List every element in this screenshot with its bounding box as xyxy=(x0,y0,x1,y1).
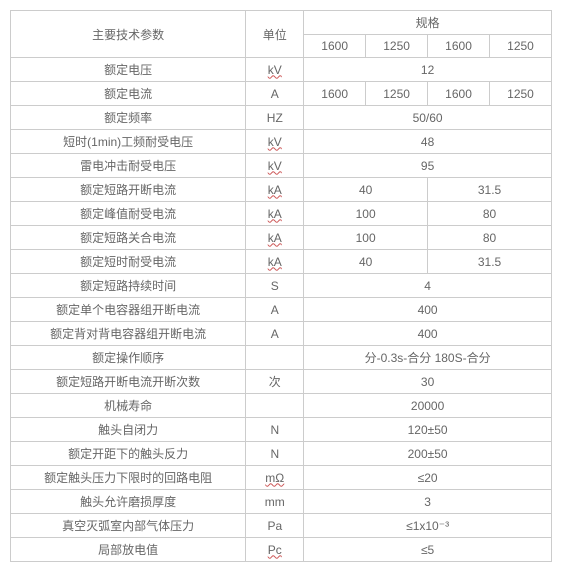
table-row: 额定电流A1600125016001250 xyxy=(11,82,552,106)
value-cell: 48 xyxy=(304,130,552,154)
value-cell: 80 xyxy=(428,226,552,250)
value-cell: 100 xyxy=(304,202,428,226)
param-label: 额定电压 xyxy=(11,58,246,82)
value-cell: ≤20 xyxy=(304,466,552,490)
unit-cell: kA xyxy=(246,250,304,274)
table-row: 额定短时耐受电流kA4031.5 xyxy=(11,250,552,274)
table-row: 短时(1min)工频耐受电压kV48 xyxy=(11,130,552,154)
unit-cell: kA xyxy=(246,226,304,250)
param-label: 额定触头压力下限时的回路电阻 xyxy=(11,466,246,490)
value-cell: 40 xyxy=(304,250,428,274)
value-cell: 31.5 xyxy=(428,250,552,274)
param-label: 短时(1min)工频耐受电压 xyxy=(11,130,246,154)
param-label: 额定峰值耐受电流 xyxy=(11,202,246,226)
value-cell: ≤5 xyxy=(304,538,552,562)
unit-cell: HZ xyxy=(246,106,304,130)
table-row: 额定峰值耐受电流kA10080 xyxy=(11,202,552,226)
header-spec: 规格 xyxy=(304,11,552,35)
value-cell: 1600 xyxy=(304,82,366,106)
value-cell: 200±50 xyxy=(304,442,552,466)
table-row: 额定操作顺序 分-0.3s-合分 180S-合分 xyxy=(11,346,552,370)
unit-cell: S xyxy=(246,274,304,298)
value-cell: ≤1x10⁻³ xyxy=(304,514,552,538)
value-cell: 30 xyxy=(304,370,552,394)
value-cell: 31.5 xyxy=(428,178,552,202)
param-label: 额定操作顺序 xyxy=(11,346,246,370)
value-cell: 1250 xyxy=(366,82,428,106)
param-label: 额定频率 xyxy=(11,106,246,130)
table-row: 机械寿命 20000 xyxy=(11,394,552,418)
param-label: 额定短路关合电流 xyxy=(11,226,246,250)
unit-cell: A xyxy=(246,322,304,346)
param-label: 额定单个电容器组开断电流 xyxy=(11,298,246,322)
param-label: 雷电冲击耐受电压 xyxy=(11,154,246,178)
spec-table: 主要技术参数 单位 规格 1600125016001250 额定电压kV12额定… xyxy=(10,10,552,562)
table-row: 额定开距下的触头反力N200±50 xyxy=(11,442,552,466)
unit-cell: Pa xyxy=(246,514,304,538)
table-row: 触头允许磨损厚度mm3 xyxy=(11,490,552,514)
value-cell: 分-0.3s-合分 180S-合分 xyxy=(304,346,552,370)
value-cell: 4 xyxy=(304,274,552,298)
unit-cell: Pc xyxy=(246,538,304,562)
table-row: 额定背对背电容器组开断电流A400 xyxy=(11,322,552,346)
table-row: 额定短路开断电流kA4031.5 xyxy=(11,178,552,202)
table-row: 局部放电值Pc≤5 xyxy=(11,538,552,562)
param-label: 额定开距下的触头反力 xyxy=(11,442,246,466)
param-label: 局部放电值 xyxy=(11,538,246,562)
param-label: 机械寿命 xyxy=(11,394,246,418)
table-row: 额定短路持续时间S4 xyxy=(11,274,552,298)
table-row: 额定触头压力下限时的回路电阻mΩ≤20 xyxy=(11,466,552,490)
value-cell: 40 xyxy=(304,178,428,202)
table-row: 真空灭弧室内部气体压力Pa≤1x10⁻³ xyxy=(11,514,552,538)
value-cell: 80 xyxy=(428,202,552,226)
param-label: 触头自闭力 xyxy=(11,418,246,442)
unit-cell: kA xyxy=(246,178,304,202)
unit-cell xyxy=(246,346,304,370)
header-spec-col: 1600 xyxy=(428,35,490,58)
unit-cell: kV xyxy=(246,154,304,178)
param-label: 额定短时耐受电流 xyxy=(11,250,246,274)
unit-cell: A xyxy=(246,298,304,322)
table-row: 额定短路开断电流开断次数次30 xyxy=(11,370,552,394)
value-cell: 100 xyxy=(304,226,428,250)
param-label: 额定短路开断电流开断次数 xyxy=(11,370,246,394)
param-label: 额定背对背电容器组开断电流 xyxy=(11,322,246,346)
header-spec-col: 1250 xyxy=(490,35,552,58)
unit-cell xyxy=(246,394,304,418)
table-row: 雷电冲击耐受电压kV95 xyxy=(11,154,552,178)
value-cell: 50/60 xyxy=(304,106,552,130)
value-cell: 400 xyxy=(304,298,552,322)
param-label: 额定短路开断电流 xyxy=(11,178,246,202)
unit-cell: mΩ xyxy=(246,466,304,490)
unit-cell: mm xyxy=(246,490,304,514)
header-spec-col: 1600 xyxy=(304,35,366,58)
value-cell: 1600 xyxy=(428,82,490,106)
param-label: 额定电流 xyxy=(11,82,246,106)
unit-cell: kV xyxy=(246,58,304,82)
unit-cell: kA xyxy=(246,202,304,226)
unit-cell: A xyxy=(246,82,304,106)
unit-cell: N xyxy=(246,418,304,442)
value-cell: 400 xyxy=(304,322,552,346)
header-spec-col: 1250 xyxy=(366,35,428,58)
value-cell: 12 xyxy=(304,58,552,82)
table-row: 额定电压kV12 xyxy=(11,58,552,82)
table-row: 额定单个电容器组开断电流A400 xyxy=(11,298,552,322)
unit-cell: 次 xyxy=(246,370,304,394)
table-row: 额定短路关合电流kA10080 xyxy=(11,226,552,250)
table-row: 触头自闭力N120±50 xyxy=(11,418,552,442)
header-main-param: 主要技术参数 xyxy=(11,11,246,58)
param-label: 额定短路持续时间 xyxy=(11,274,246,298)
param-label: 触头允许磨损厚度 xyxy=(11,490,246,514)
param-label: 真空灭弧室内部气体压力 xyxy=(11,514,246,538)
unit-cell: kV xyxy=(246,130,304,154)
table-row: 额定频率HZ50/60 xyxy=(11,106,552,130)
value-cell: 120±50 xyxy=(304,418,552,442)
header-unit: 单位 xyxy=(246,11,304,58)
value-cell: 1250 xyxy=(490,82,552,106)
unit-cell: N xyxy=(246,442,304,466)
value-cell: 20000 xyxy=(304,394,552,418)
value-cell: 95 xyxy=(304,154,552,178)
value-cell: 3 xyxy=(304,490,552,514)
